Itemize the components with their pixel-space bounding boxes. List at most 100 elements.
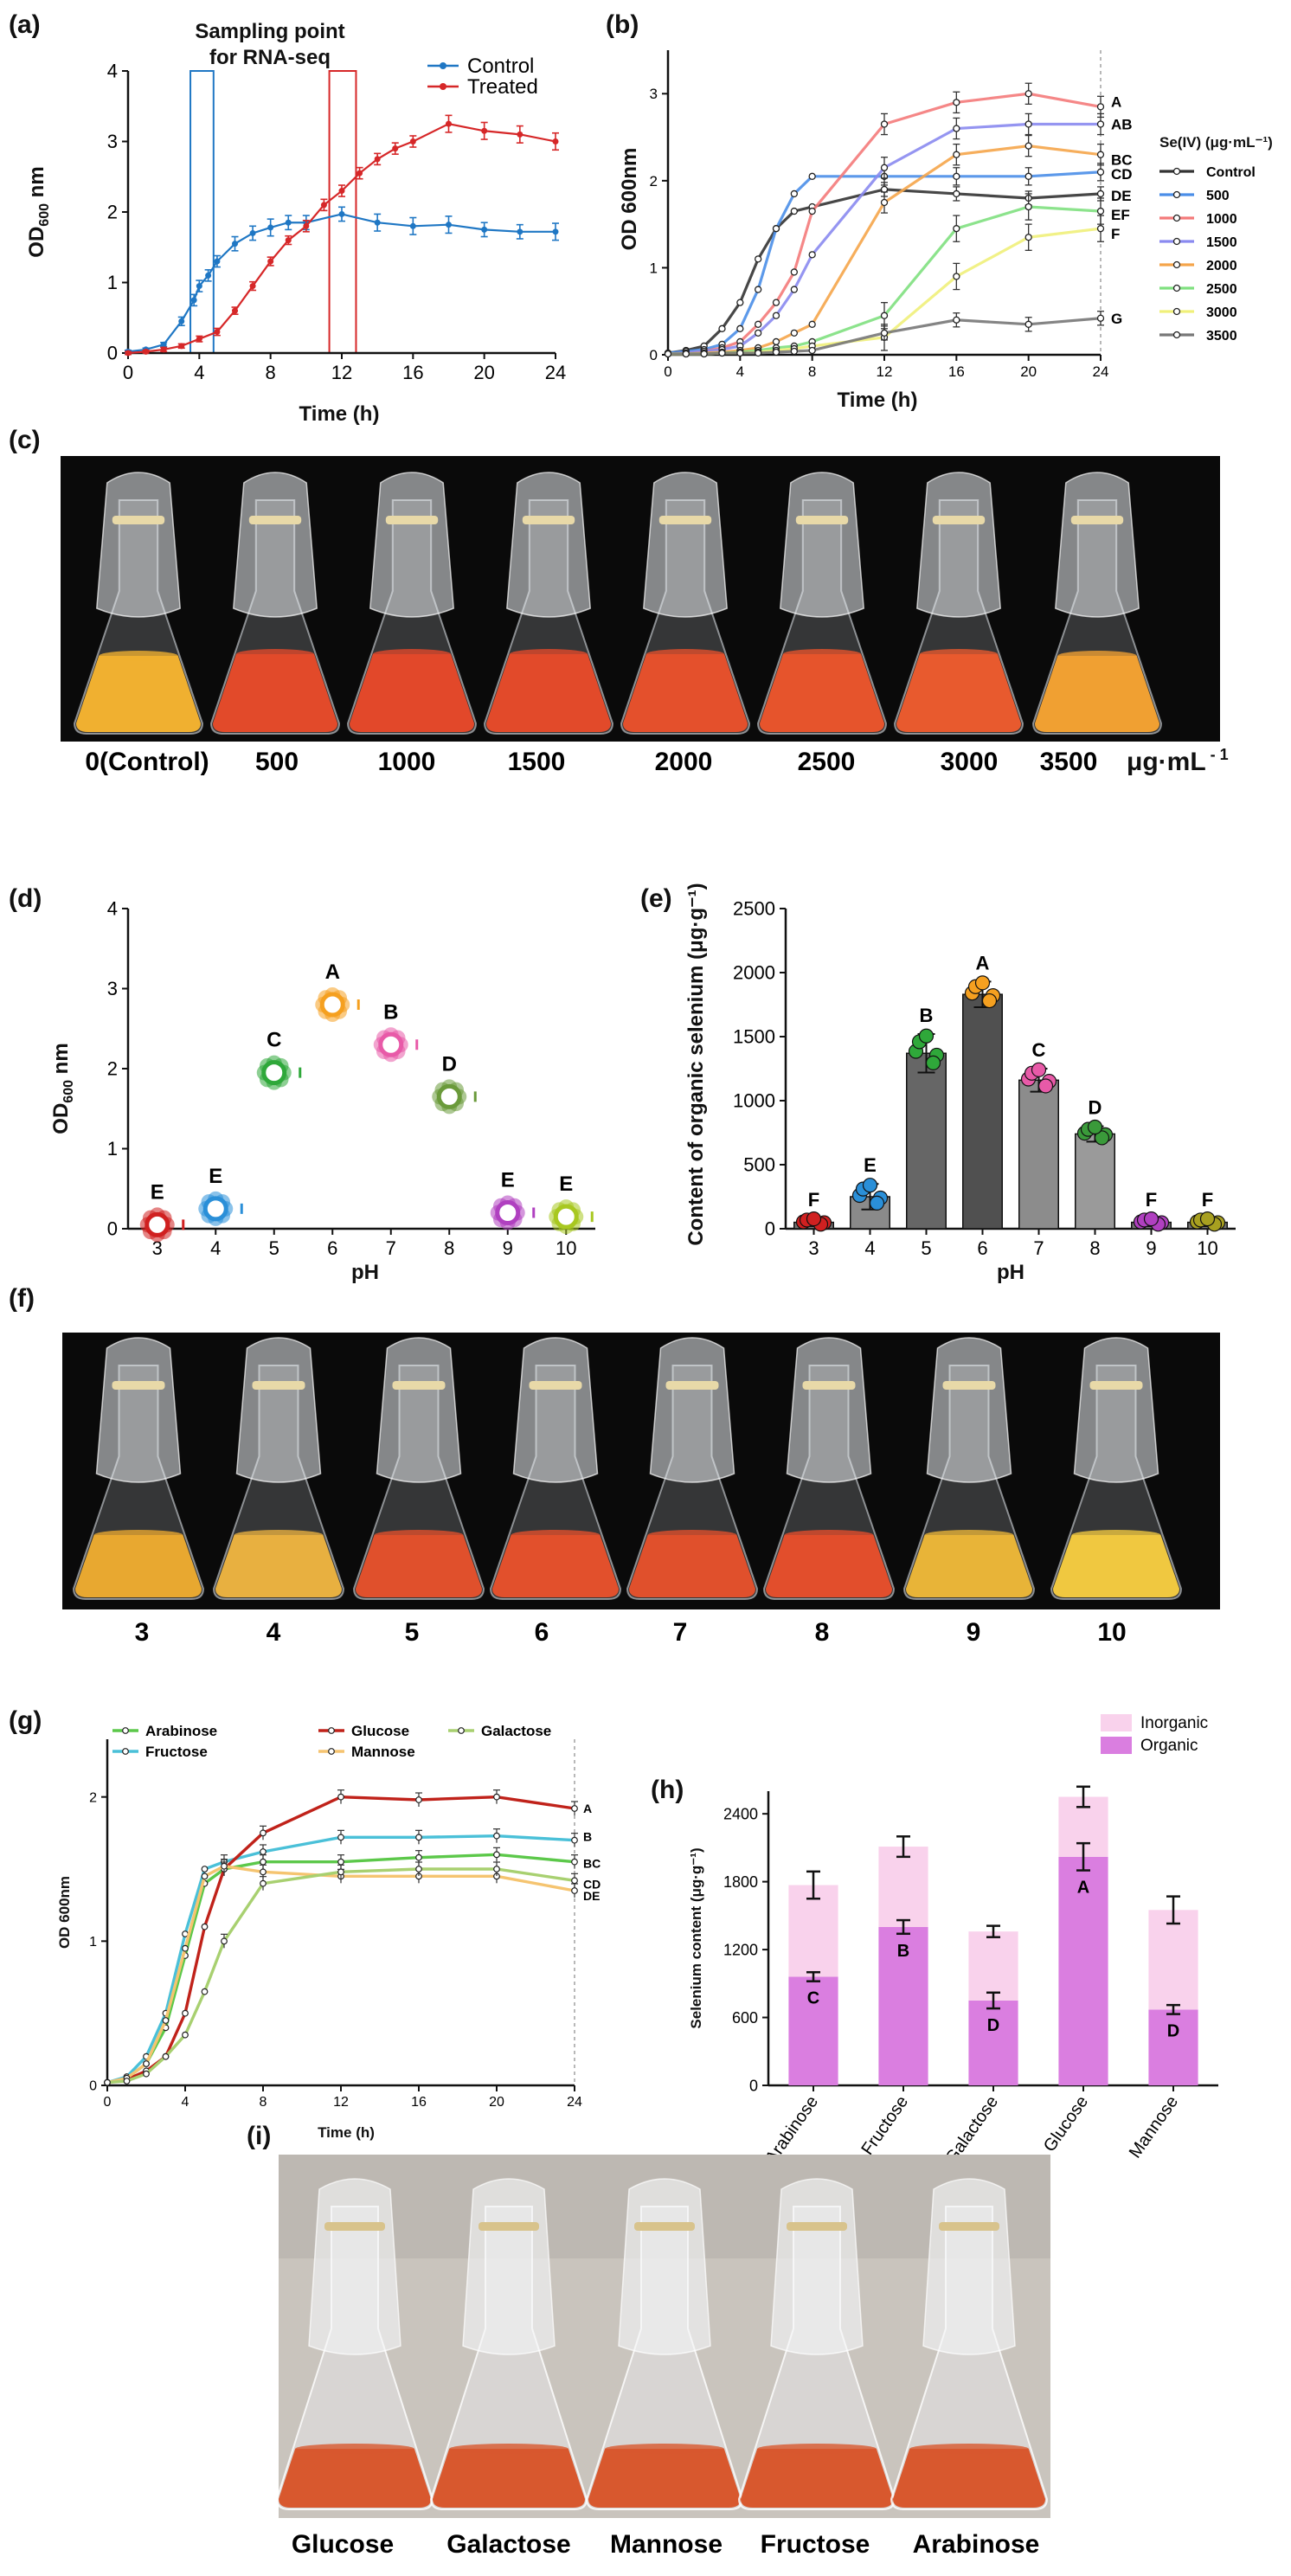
- flask-liquid-surface: [646, 649, 725, 659]
- data-point-treated: [143, 348, 150, 355]
- x-tick-label: Fructose: [857, 2092, 912, 2158]
- chart-b-series: [664, 82, 1105, 358]
- replicate-point: [1037, 1078, 1054, 1094]
- flask-film-cover: [462, 2178, 556, 2355]
- y-tick-label: 1: [650, 260, 658, 276]
- significance-letter: BC: [1111, 152, 1133, 169]
- y-tick-label: 3: [650, 86, 658, 102]
- flask-liquid: [588, 2449, 741, 2508]
- flask-film-cover: [926, 1337, 1012, 1483]
- data-point-treated: [214, 329, 221, 336]
- x-tick-label: 10: [1197, 1237, 1217, 1259]
- data-point-3000: [1096, 225, 1105, 233]
- flask-liquid: [623, 654, 748, 732]
- data-point-glucose: [182, 2009, 189, 2017]
- mean-point: [319, 992, 345, 1018]
- x-tick-label: 3: [152, 1237, 163, 1259]
- flask-rubber-band: [932, 516, 986, 524]
- flask-film-cover: [512, 1337, 599, 1483]
- legend-label-glucose: Glucose: [351, 1723, 409, 1739]
- legend-marker-1500: [1172, 237, 1181, 246]
- legend-label-control: Control: [467, 55, 534, 78]
- flask-film-cover: [618, 2178, 711, 2355]
- data-point-3500: [772, 348, 780, 357]
- panel-label-c: (c): [9, 426, 41, 454]
- chart-a-title-line2: for RNA-seq: [209, 46, 331, 69]
- legend-label-mannose: Mannose: [351, 1744, 415, 1760]
- mean-point: [553, 1204, 579, 1230]
- y-tick-label: 4: [107, 898, 118, 920]
- significance-letter: DE: [583, 1889, 600, 1903]
- chart-g-legend: Arabinose Fructose Glucose Mannose Galactose: [112, 1723, 551, 1760]
- data-point-3500: [682, 350, 690, 358]
- flask-liquid-surface: [1057, 651, 1137, 661]
- data-point-500: [808, 172, 816, 180]
- chart-a-ylabel: OD600 nm: [25, 166, 52, 257]
- series-line-fructose: [106, 1834, 575, 2085]
- y-tick-label: 2: [89, 1790, 97, 1805]
- x-tick-label: 5: [269, 1237, 279, 1259]
- flask-film-cover: [235, 1337, 322, 1483]
- data-point-treated: [481, 127, 488, 134]
- flask-liquid: [215, 1535, 342, 1597]
- y-tick-label: 0: [765, 1218, 775, 1240]
- legend-marker-mannose: [328, 1748, 335, 1755]
- chart-b-ylabel: OD 600nm: [618, 148, 641, 251]
- data-point-galactose: [201, 1988, 209, 1995]
- flask-liquid-surface: [235, 649, 315, 659]
- x-tick-label: 12: [333, 2095, 349, 2110]
- flask-film-cover: [376, 1337, 462, 1483]
- x-tick-label: 12: [331, 362, 352, 383]
- y-tick-label: 2500: [733, 898, 775, 920]
- significance-letter: E: [209, 1165, 222, 1188]
- flask-label-c: 1500: [508, 748, 566, 776]
- flask-label-c: 0(Control): [85, 748, 209, 776]
- x-tick-label: 6: [977, 1237, 987, 1259]
- panel-label-g: (g): [9, 1706, 42, 1735]
- data-point-galactose: [415, 1866, 422, 1873]
- flask-liquid: [629, 1535, 755, 1597]
- panel-label-d: (d): [9, 884, 42, 913]
- flask-rubber-band: [522, 516, 575, 524]
- legend-label-1000: 1000: [1206, 212, 1237, 227]
- data-point-treated: [249, 283, 256, 290]
- x-tick-label: 7: [1033, 1237, 1044, 1259]
- flask-liquid-surface: [757, 2444, 877, 2454]
- flask-liquid: [1035, 656, 1159, 732]
- flask-rubber-band: [324, 2222, 385, 2231]
- legend-label-3500: 3500: [1206, 329, 1237, 344]
- y-tick-label: 600: [732, 2009, 758, 2027]
- flask-film-cover: [922, 2178, 1016, 2355]
- data-point-1000: [1096, 103, 1105, 111]
- data-point-3500: [700, 350, 708, 358]
- chart-b-legend-title: Se(IV) (μg·mL⁻¹): [1159, 134, 1273, 151]
- bar-organic: [788, 1976, 838, 2085]
- data-point-3500: [953, 316, 960, 324]
- bar-inorganic: [1148, 1910, 1198, 2010]
- data-point-3500: [790, 347, 798, 356]
- x-tick-label: 24: [567, 2095, 582, 2110]
- flask-liquid-surface: [372, 649, 452, 659]
- data-point-2000: [790, 329, 798, 337]
- chart-g-series: [104, 1789, 578, 2086]
- data-point-control: [374, 219, 381, 226]
- data-point-treated: [517, 131, 523, 138]
- x-tick-label: 0: [664, 363, 671, 380]
- data-point-Control: [1096, 190, 1105, 198]
- significance-letter: A: [583, 1802, 592, 1815]
- x-tick-label: 8: [808, 363, 816, 380]
- flask-film-cover: [369, 472, 454, 618]
- legend-marker-glucose: [328, 1727, 335, 1734]
- flask-label-f: 6: [535, 1618, 549, 1647]
- data-point-galactose: [337, 1868, 344, 1876]
- mean-point: [378, 1031, 404, 1057]
- legend-marker-arabinose: [122, 1727, 129, 1734]
- data-point-galactose: [571, 1877, 578, 1885]
- flask-film-cover: [649, 1337, 735, 1483]
- data-point-galactose: [162, 2052, 170, 2060]
- data-point-arabinose: [493, 1851, 500, 1859]
- replicate-point: [981, 992, 998, 1009]
- bar-organic: [1148, 2009, 1198, 2085]
